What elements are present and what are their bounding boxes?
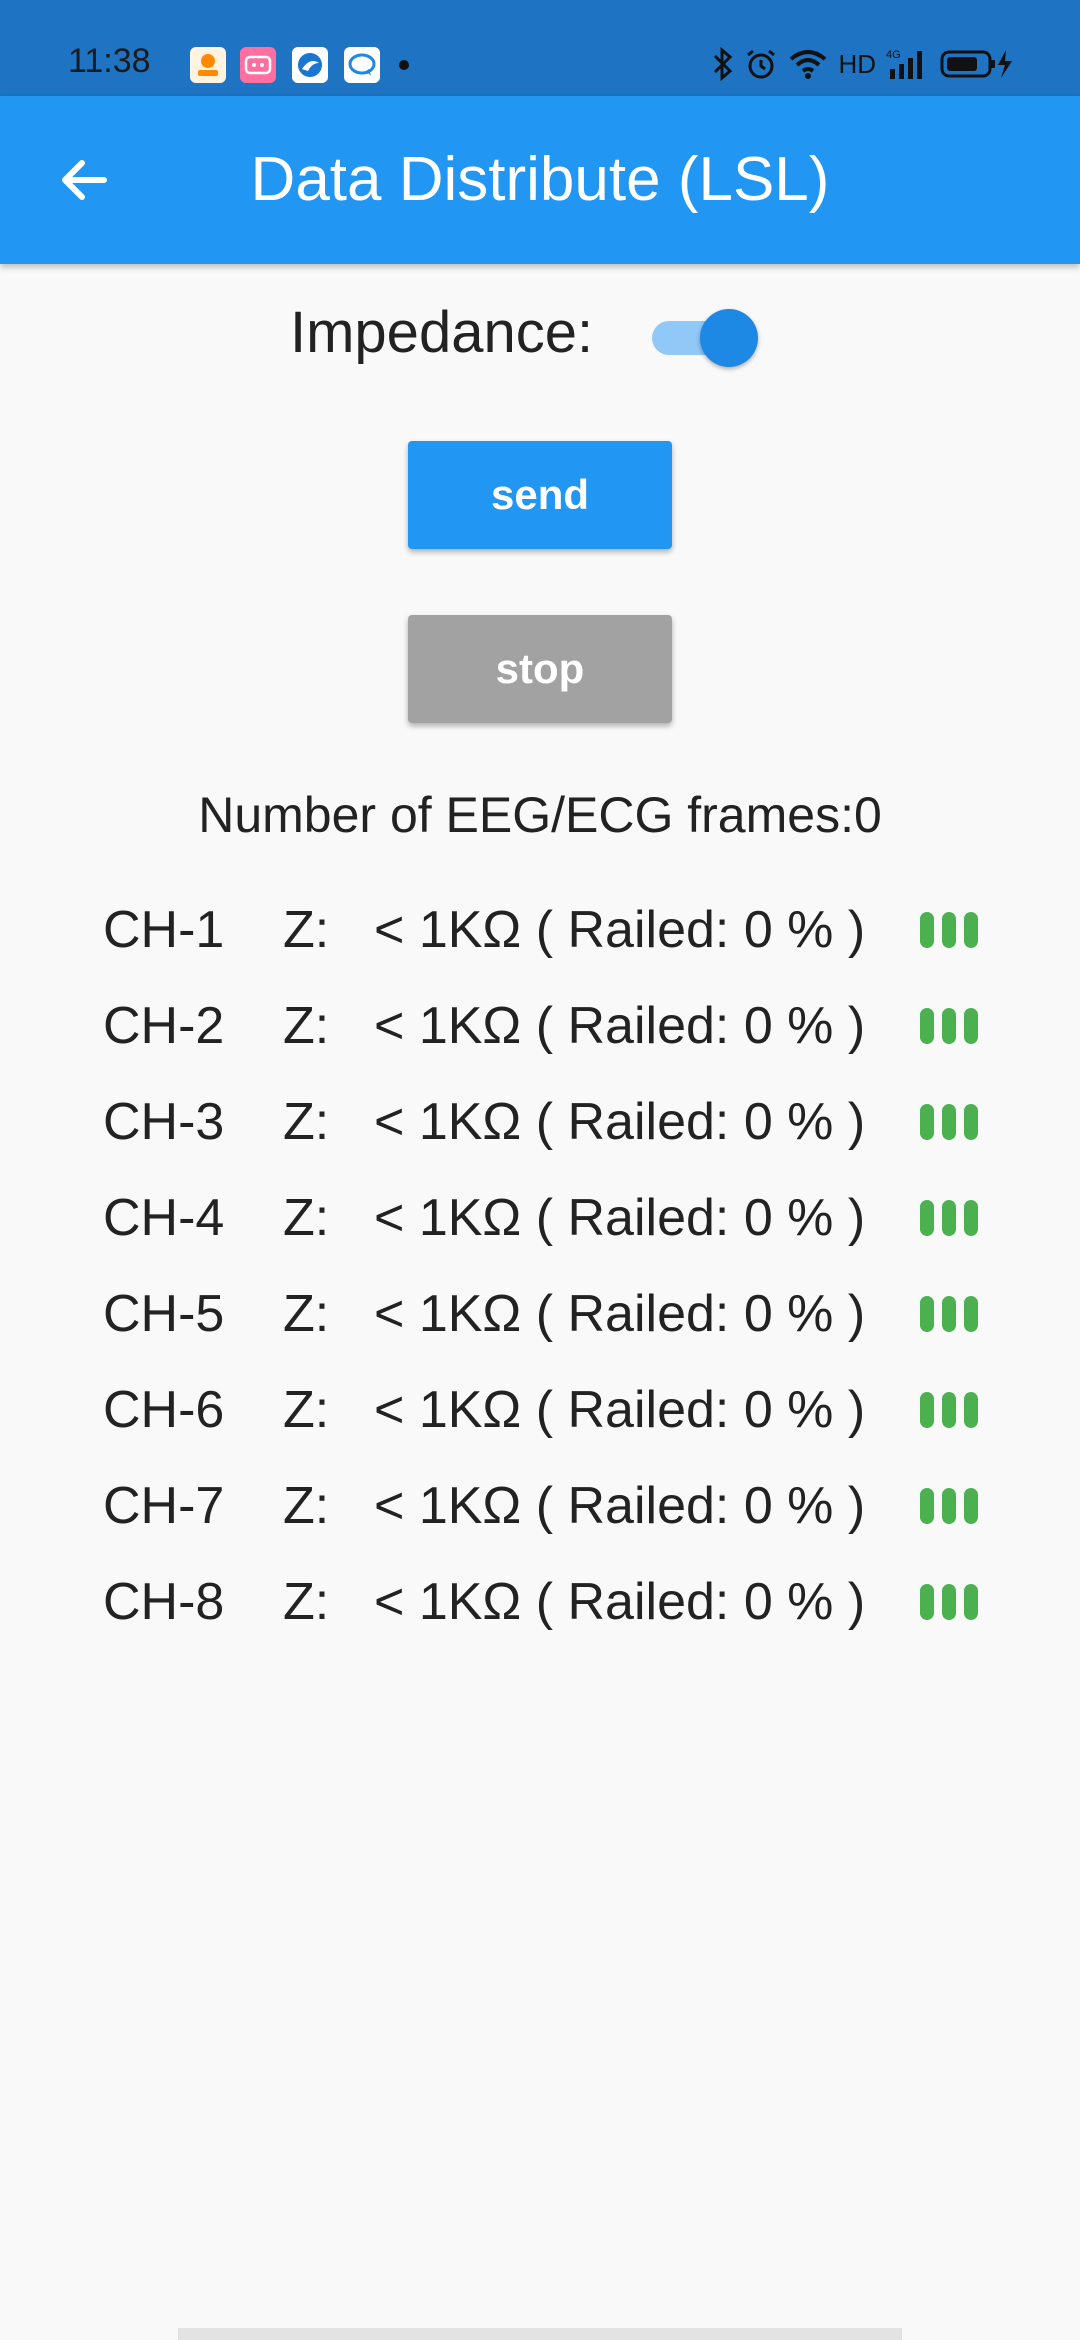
status-time: 11:38: [68, 42, 151, 80]
arrow-back-icon: [62, 160, 107, 200]
signal-bars-icon: [920, 1008, 978, 1044]
channel-row: CH-1 Z: < 1KΩ ( Railed: 0 % ): [0, 888, 1080, 984]
impedance-label: Impedance:: [290, 300, 594, 365]
signal-bars-icon: [920, 1296, 978, 1332]
network-label: HD: [838, 48, 876, 79]
gesture-bar: [178, 2328, 902, 2340]
signal-bars-icon: [920, 1392, 978, 1428]
impedance-z-label: Z:: [283, 1573, 330, 1631]
more-notifications-dot: [399, 60, 409, 70]
channel-row: CH-6 Z: < 1KΩ ( Railed: 0 % ): [0, 1368, 1080, 1464]
stop-button[interactable]: stop: [408, 615, 672, 723]
wifi-icon: [788, 48, 828, 80]
bilibili-icon: [240, 47, 276, 83]
channel-row: CH-8 Z: < 1KΩ ( Railed: 0 % ): [0, 1560, 1080, 1656]
status-bar: 11:38 HD 4G: [0, 0, 1080, 96]
back-button[interactable]: [40, 136, 128, 224]
channel-row: CH-4 Z: < 1KΩ ( Railed: 0 % ): [0, 1176, 1080, 1272]
app-bar: Data Distribute (LSL): [0, 96, 1080, 264]
impedance-z-label: Z:: [283, 901, 330, 959]
channel-row: CH-3 Z: < 1KΩ ( Railed: 0 % ): [0, 1080, 1080, 1176]
send-button[interactable]: send: [408, 441, 672, 549]
channel-name: CH-5: [103, 1285, 225, 1343]
channel-list: CH-1 Z: < 1KΩ ( Railed: 0 % ) CH-2 Z: < …: [0, 888, 1080, 1656]
signal-4g-icon: 4G: [886, 47, 930, 81]
impedance-value: < 1KΩ ( Railed: 0 % ): [374, 1285, 866, 1343]
impedance-value: < 1KΩ ( Railed: 0 % ): [374, 997, 866, 1055]
channel-name: CH-8: [103, 1573, 225, 1631]
signal-bars-icon: [920, 1584, 978, 1620]
channel-row: CH-2 Z: < 1KΩ ( Railed: 0 % ): [0, 984, 1080, 1080]
impedance-value: < 1KΩ ( Railed: 0 % ): [374, 1477, 866, 1535]
channel-name: CH-2: [103, 997, 225, 1055]
bluetooth-icon: [712, 47, 734, 81]
chat-icon: [344, 47, 380, 83]
impedance-z-label: Z:: [283, 997, 330, 1055]
impedance-z-label: Z:: [283, 1381, 330, 1439]
alarm-icon: [744, 47, 778, 81]
battery-charging-icon: [940, 48, 1014, 80]
channel-row: CH-7 Z: < 1KΩ ( Railed: 0 % ): [0, 1464, 1080, 1560]
channel-name: CH-6: [103, 1381, 225, 1439]
signal-bars-icon: [920, 912, 978, 948]
impedance-row: Impedance:: [0, 295, 1080, 375]
page-title: Data Distribute (LSL): [250, 145, 830, 214]
impedance-value: < 1KΩ ( Railed: 0 % ): [374, 1093, 866, 1151]
channel-name: CH-7: [103, 1477, 225, 1535]
impedance-z-label: Z:: [283, 1093, 330, 1151]
impedance-z-label: Z:: [283, 1285, 330, 1343]
channel-name: CH-4: [103, 1189, 225, 1247]
svg-text:4G: 4G: [886, 49, 901, 61]
frames-count: Number of EEG/ECG frames:0: [198, 787, 882, 843]
toggle-thumb: [700, 309, 758, 367]
signal-bars-icon: [920, 1200, 978, 1236]
signal-bars-icon: [920, 1104, 978, 1140]
impedance-toggle[interactable]: [652, 309, 762, 367]
browser-icon: [292, 47, 328, 83]
channel-name: CH-1: [103, 901, 225, 959]
channel-name: CH-3: [103, 1093, 225, 1151]
impedance-value: < 1KΩ ( Railed: 0 % ): [374, 1189, 866, 1247]
channel-row: CH-5 Z: < 1KΩ ( Railed: 0 % ): [0, 1272, 1080, 1368]
taobao-icon: [190, 47, 226, 83]
signal-bars-icon: [920, 1488, 978, 1524]
impedance-z-label: Z:: [283, 1477, 330, 1535]
impedance-value: < 1KΩ ( Railed: 0 % ): [374, 901, 866, 959]
impedance-z-label: Z:: [283, 1189, 330, 1247]
system-status-icons: HD 4G: [712, 44, 1014, 84]
impedance-value: < 1KΩ ( Railed: 0 % ): [374, 1573, 866, 1631]
impedance-value: < 1KΩ ( Railed: 0 % ): [374, 1381, 866, 1439]
